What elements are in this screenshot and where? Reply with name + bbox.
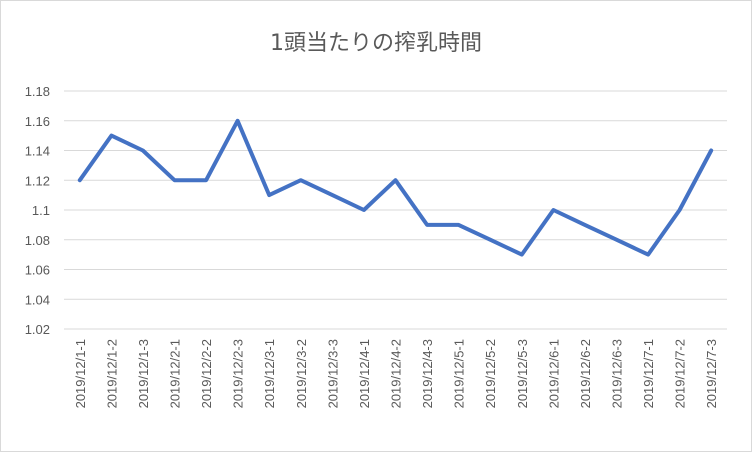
x-tick-label: 2019/12/6-3 (610, 339, 625, 408)
y-tick-label: 1.02 (25, 322, 50, 337)
y-tick-label: 1.06 (25, 263, 50, 278)
x-axis-ticks: 2019/12/1-1 2019/12/1-2 2019/12/1-3 2019/12… (73, 339, 719, 408)
y-tick-label: 1.18 (25, 84, 50, 99)
x-tick-label: 2019/12/4-2 (389, 339, 404, 408)
series-line (77, 118, 714, 257)
y-tick-label: 1.12 (25, 173, 50, 188)
x-tick-label: 2019/12/5-1 (452, 339, 467, 408)
x-tick-label: 2019/12/1-1 (73, 339, 88, 408)
x-tick-label: 2019/12/2-3 (231, 339, 246, 408)
x-tick-label: 2019/12/2-2 (199, 339, 214, 408)
x-tick-label: 2019/12/4-1 (357, 339, 372, 408)
x-tick-label: 2019/12/7-2 (673, 339, 688, 408)
y-tick-label: 1.08 (25, 233, 50, 248)
y-tick-label: 1.16 (25, 114, 50, 129)
x-tick-label: 2019/12/3-1 (262, 339, 277, 408)
y-tick-label: 1.14 (25, 144, 50, 159)
x-tick-label: 2019/12/6-1 (546, 339, 561, 408)
x-tick-label: 2019/12/4-3 (420, 339, 435, 408)
series-layer (77, 118, 714, 257)
x-tick-label: 2019/12/3-2 (294, 339, 309, 408)
y-axis-ticks: 1.02 1.04 1.06 1.08 1.1 1.12 1.14 1.16 1.18 (25, 84, 50, 337)
x-tick-label: 2019/12/5-3 (515, 339, 530, 408)
x-tick-label: 2019/12/7-1 (641, 339, 656, 408)
x-tick-label: 2019/12/7-3 (704, 339, 719, 408)
chart-title: 1頭当たりの搾乳時間 (270, 31, 482, 56)
x-tick-label: 2019/12/1-3 (136, 339, 151, 408)
y-tick-label: 1.04 (25, 292, 50, 307)
x-tick-label: 2019/12/5-2 (483, 339, 498, 408)
x-tick-label: 2019/12/2-1 (168, 339, 183, 408)
x-tick-label: 2019/12/6-2 (578, 339, 593, 408)
y-tick-label: 1.1 (32, 203, 50, 218)
x-tick-label: 2019/12/1-2 (104, 339, 119, 408)
x-tick-label: 2019/12/3-3 (325, 339, 340, 408)
gridlines (64, 90, 727, 330)
